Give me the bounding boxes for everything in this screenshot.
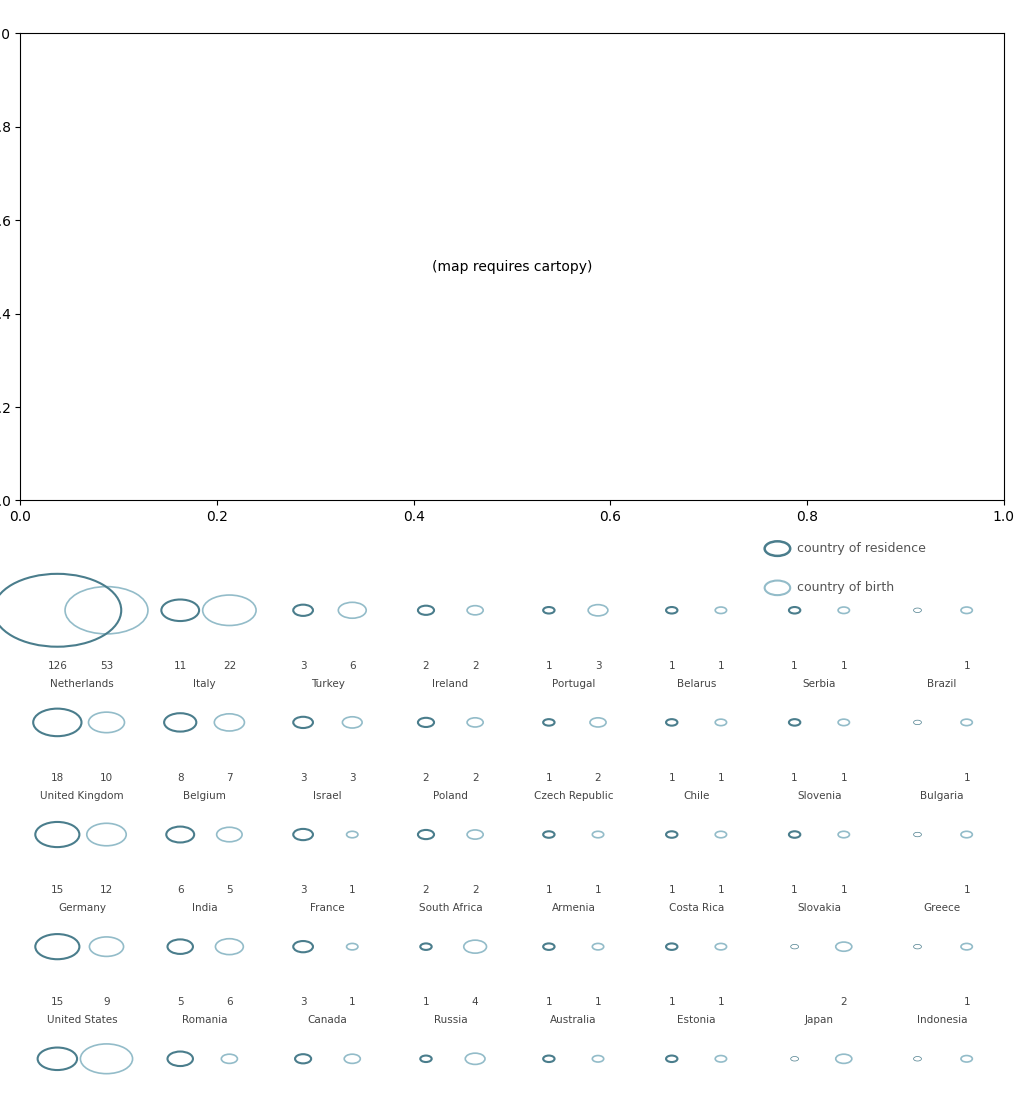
- Text: 2: 2: [595, 773, 601, 783]
- Text: 5: 5: [177, 997, 183, 1007]
- Text: (map requires cartopy): (map requires cartopy): [432, 260, 592, 274]
- Text: 6: 6: [177, 885, 183, 895]
- Text: Brazil: Brazil: [928, 679, 956, 689]
- Text: 15: 15: [51, 997, 63, 1007]
- Text: Russia: Russia: [434, 1015, 467, 1025]
- Text: 7: 7: [226, 773, 232, 783]
- Text: Canada: Canada: [308, 1015, 347, 1025]
- Text: 12: 12: [100, 885, 113, 895]
- Text: Netherlands: Netherlands: [50, 679, 114, 689]
- Text: 1: 1: [546, 773, 552, 783]
- Text: 1: 1: [792, 885, 798, 895]
- Text: 2: 2: [423, 661, 429, 671]
- Text: Serbia: Serbia: [803, 679, 836, 689]
- Text: 2: 2: [423, 885, 429, 895]
- Text: 4: 4: [472, 997, 478, 1007]
- Text: 1: 1: [349, 997, 355, 1007]
- Text: 1: 1: [423, 997, 429, 1007]
- Text: 18: 18: [51, 773, 63, 783]
- Text: country of birth: country of birth: [797, 581, 894, 594]
- Text: 2: 2: [472, 661, 478, 671]
- Text: 1: 1: [792, 773, 798, 783]
- Text: 1: 1: [718, 885, 724, 895]
- Text: Poland: Poland: [433, 791, 468, 801]
- Text: Ireland: Ireland: [432, 679, 469, 689]
- Text: United Kingdom: United Kingdom: [40, 791, 124, 801]
- Text: 1: 1: [669, 661, 675, 671]
- Text: country of residence: country of residence: [797, 542, 926, 556]
- Text: 1: 1: [669, 885, 675, 895]
- Text: Japan: Japan: [805, 1015, 834, 1025]
- Text: 1: 1: [964, 997, 970, 1007]
- Text: Greece: Greece: [924, 903, 961, 913]
- Text: 1: 1: [792, 661, 798, 671]
- Text: 6: 6: [349, 661, 355, 671]
- Text: 126: 126: [47, 661, 68, 671]
- Text: 2: 2: [423, 773, 429, 783]
- Text: 1: 1: [349, 885, 355, 895]
- Text: 10: 10: [100, 773, 113, 783]
- Text: 9: 9: [103, 997, 110, 1007]
- Text: 2: 2: [472, 773, 478, 783]
- Text: 1: 1: [669, 773, 675, 783]
- Text: 2: 2: [841, 997, 847, 1007]
- Text: 3: 3: [300, 885, 306, 895]
- Text: Estonia: Estonia: [677, 1015, 716, 1025]
- Text: Belgium: Belgium: [183, 791, 226, 801]
- Text: Israel: Israel: [313, 791, 342, 801]
- Text: 1: 1: [718, 773, 724, 783]
- Text: France: France: [310, 903, 345, 913]
- Text: United States: United States: [47, 1015, 117, 1025]
- Text: Belarus: Belarus: [677, 679, 716, 689]
- Text: Australia: Australia: [550, 1015, 597, 1025]
- Text: 1: 1: [546, 885, 552, 895]
- Text: Portugal: Portugal: [552, 679, 595, 689]
- Text: 1: 1: [841, 885, 847, 895]
- Text: South Africa: South Africa: [419, 903, 482, 913]
- Text: Bulgaria: Bulgaria: [921, 791, 964, 801]
- Text: Armenia: Armenia: [552, 903, 595, 913]
- Text: 3: 3: [595, 661, 601, 671]
- Text: 22: 22: [223, 661, 236, 671]
- Text: 3: 3: [300, 661, 306, 671]
- Text: Turkey: Turkey: [310, 679, 345, 689]
- Text: India: India: [191, 903, 218, 913]
- Text: 3: 3: [300, 997, 306, 1007]
- Text: 1: 1: [841, 661, 847, 671]
- Text: 6: 6: [226, 997, 232, 1007]
- Text: 1: 1: [718, 661, 724, 671]
- Text: 11: 11: [174, 661, 186, 671]
- Text: 3: 3: [300, 773, 306, 783]
- Text: 1: 1: [964, 773, 970, 783]
- Text: Costa Rica: Costa Rica: [669, 903, 724, 913]
- Text: Slovenia: Slovenia: [797, 791, 842, 801]
- Text: 1: 1: [964, 661, 970, 671]
- Text: 1: 1: [841, 773, 847, 783]
- Text: 53: 53: [100, 661, 113, 671]
- Text: Czech Republic: Czech Republic: [534, 791, 613, 801]
- Text: 8: 8: [177, 773, 183, 783]
- Text: 1: 1: [669, 997, 675, 1007]
- Text: 1: 1: [546, 997, 552, 1007]
- Text: Chile: Chile: [683, 791, 710, 801]
- Text: 1: 1: [718, 997, 724, 1007]
- Text: 1: 1: [964, 885, 970, 895]
- Text: Indonesia: Indonesia: [916, 1015, 968, 1025]
- Text: Romania: Romania: [182, 1015, 227, 1025]
- Text: 15: 15: [51, 885, 63, 895]
- Text: Italy: Italy: [194, 679, 216, 689]
- Text: 1: 1: [546, 661, 552, 671]
- Text: 1: 1: [595, 997, 601, 1007]
- Text: Slovakia: Slovakia: [798, 903, 841, 913]
- Text: 5: 5: [226, 885, 232, 895]
- Text: 3: 3: [349, 773, 355, 783]
- Text: 2: 2: [472, 885, 478, 895]
- Text: Germany: Germany: [58, 903, 105, 913]
- Text: 1: 1: [595, 885, 601, 895]
